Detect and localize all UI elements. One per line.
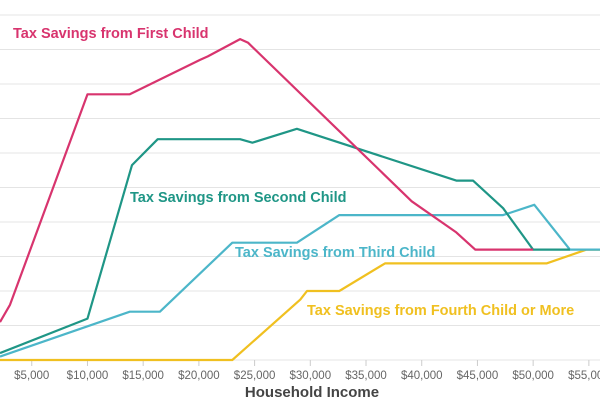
gridlines xyxy=(0,14,600,361)
x-tick-label: $25,000 xyxy=(234,370,276,382)
x-tick-label: $15,000 xyxy=(122,370,164,382)
x-tick-label: $55,000 xyxy=(568,370,600,382)
series-line-4 xyxy=(0,248,600,362)
series-line-3 xyxy=(0,203,600,358)
x-tick-label: $20,000 xyxy=(178,370,220,382)
series-label-third-child: Tax Savings from Third Child xyxy=(235,245,435,261)
x-tick-label: $10,000 xyxy=(67,370,109,382)
series-label-fourth-child: Tax Savings from Fourth Child or More xyxy=(307,303,574,319)
series-label-first-child: Tax Savings from First Child xyxy=(13,26,209,42)
x-tick-label: $30,000 xyxy=(290,370,332,382)
x-tick-label: $5,000 xyxy=(14,370,49,382)
series-line-1 xyxy=(0,37,534,323)
series-line-2 xyxy=(0,127,570,355)
x-axis: $5,000 $10,000 $15,000 $20,000 $25,000 $30,00… xyxy=(14,360,600,382)
x-axis-title: Household Income xyxy=(245,384,379,400)
x-tick-label: $45,000 xyxy=(457,370,499,382)
series-label-second-child: Tax Savings from Second Child xyxy=(130,190,346,206)
x-tick-label: $40,000 xyxy=(401,370,443,382)
x-tick-label: $35,000 xyxy=(345,370,387,382)
series-lines xyxy=(0,37,600,362)
x-tick-label: $50,000 xyxy=(512,370,554,382)
